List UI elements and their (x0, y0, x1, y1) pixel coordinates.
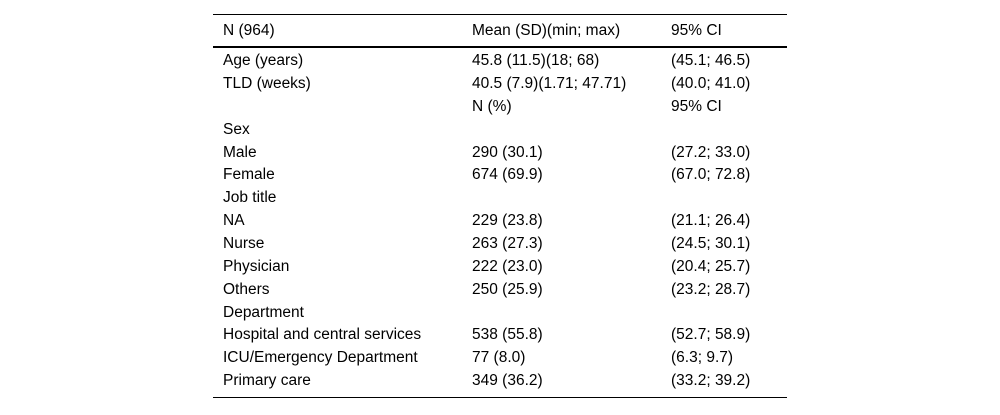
row-label: Male (223, 143, 257, 161)
row-ci: (67.0; 72.8) (671, 166, 751, 184)
summary-statistics-table: N (964) Mean (SD)(min; max) 95% CI Age (… (213, 14, 787, 399)
row-label: Department (223, 303, 304, 321)
row-label: NA (223, 212, 245, 230)
table-header-row: N (964) Mean (SD)(min; max) 95% CI (213, 15, 787, 48)
row-label: Job title (223, 189, 277, 207)
row-value: 40.5 (7.9)(1.71; 47.71) (472, 75, 627, 93)
row-label: Nurse (223, 235, 265, 253)
table-row: Nurse 263 (27.3) (24.5; 30.1) (213, 232, 787, 255)
row-label: ICU/Emergency Department (223, 349, 418, 367)
row-ci: (21.1; 26.4) (671, 212, 751, 230)
row-label: Sex (223, 120, 250, 138)
row-label: Primary care (223, 372, 311, 390)
table-group-row: Department (213, 301, 787, 324)
header-95ci: 95% CI (671, 21, 722, 39)
row-label: Others (223, 280, 270, 298)
table-row: Physician 222 (23.0) (20.4; 25.7) (213, 255, 787, 278)
row-label: Female (223, 166, 275, 184)
row-label: TLD (weeks) (223, 75, 311, 93)
row-value: 222 (23.0) (472, 257, 543, 275)
row-value: 77 (8.0) (472, 349, 526, 367)
row-ci: 95% CI (671, 97, 722, 115)
table-row: Male 290 (30.1) (27.2; 33.0) (213, 141, 787, 164)
row-ci: (52.7; 58.9) (671, 326, 751, 344)
table-body: Age (years) 45.8 (11.5)(18; 68) (45.1; 4… (213, 48, 787, 398)
header-n-total: N (964) (223, 21, 275, 39)
row-value: 45.8 (11.5)(18; 68) (472, 52, 600, 70)
table-row: Female 674 (69.9) (67.0; 72.8) (213, 164, 787, 187)
table-row: TLD (weeks) 40.5 (7.9)(1.71; 47.71) (40.… (213, 72, 787, 95)
row-ci: (20.4; 25.7) (671, 257, 751, 275)
row-label: Physician (223, 257, 290, 275)
table-row: NA 229 (23.8) (21.1; 26.4) (213, 210, 787, 233)
row-ci: (24.5; 30.1) (671, 235, 751, 253)
table-row: Others 250 (25.9) (23.2; 28.7) (213, 278, 787, 301)
row-value: 250 (25.9) (472, 280, 543, 298)
row-ci: (27.2; 33.0) (671, 143, 751, 161)
row-value: 349 (36.2) (472, 372, 543, 390)
row-label: Age (years) (223, 52, 304, 70)
table-group-row: Sex (213, 118, 787, 141)
table-row: Primary care 349 (36.2) (33.2; 39.2) (213, 370, 787, 393)
row-value: 229 (23.8) (472, 212, 543, 230)
row-ci: (33.2; 39.2) (671, 372, 751, 390)
table-subheader-row: N (%) 95% CI (213, 95, 787, 118)
row-ci: (6.3; 9.7) (671, 349, 734, 367)
table-row: Hospital and central services 538 (55.8)… (213, 324, 787, 347)
row-label: Hospital and central services (223, 326, 422, 344)
row-value: 263 (27.3) (472, 235, 543, 253)
header-mean-sd: Mean (SD)(min; max) (472, 21, 621, 39)
table-row: ICU/Emergency Department 77 (8.0) (6.3; … (213, 347, 787, 370)
row-ci: (23.2; 28.7) (671, 280, 751, 298)
row-value: N (%) (472, 97, 512, 115)
row-ci: (40.0; 41.0) (671, 75, 751, 93)
row-ci: (45.1; 46.5) (671, 52, 751, 70)
row-value: 290 (30.1) (472, 143, 543, 161)
row-value: 538 (55.8) (472, 326, 543, 344)
row-value: 674 (69.9) (472, 166, 543, 184)
table-group-row: Job title (213, 187, 787, 210)
table-row: Age (years) 45.8 (11.5)(18; 68) (45.1; 4… (213, 50, 787, 73)
